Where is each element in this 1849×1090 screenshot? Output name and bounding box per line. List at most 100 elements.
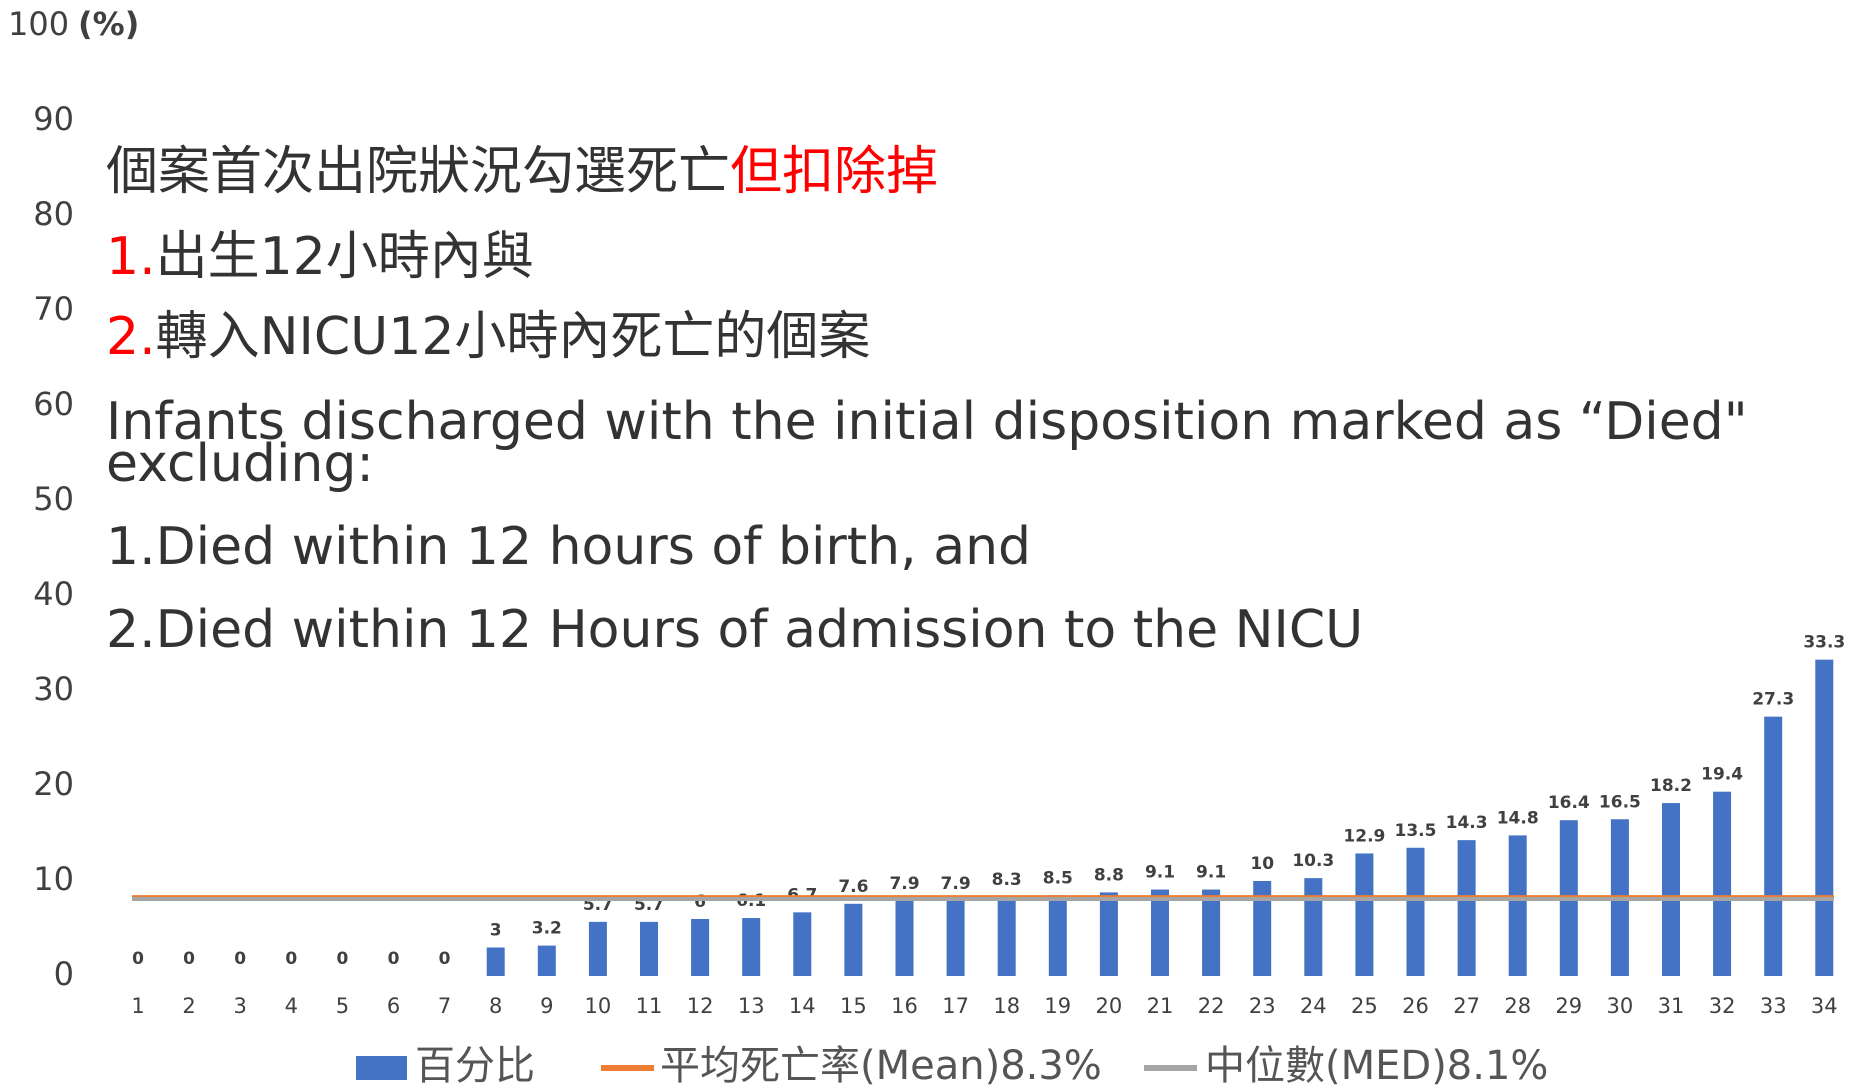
x-tick-label: 33 [1760, 994, 1787, 1018]
data-label: 16.5 [1599, 792, 1641, 812]
bar [1151, 889, 1169, 976]
annotation-segment: Infants discharged with the initial disp… [106, 392, 1748, 452]
bar [1253, 881, 1272, 976]
y-tick-label: 0 [54, 955, 74, 993]
annotation: excluding: [106, 434, 374, 494]
bar [1355, 853, 1374, 976]
x-tick-label: 4 [285, 994, 298, 1018]
x-tick-label: 22 [1198, 994, 1225, 1018]
data-label: 9.1 [1196, 863, 1226, 883]
x-tick-label: 8 [489, 994, 502, 1018]
data-label: 12.9 [1343, 826, 1385, 846]
y-tick-label: 50 [33, 480, 74, 518]
data-label: 0 [183, 949, 195, 969]
x-tick-label: 12 [687, 994, 714, 1018]
annotation-segment: excluding: [106, 434, 374, 494]
data-label: 6 [694, 892, 706, 912]
x-tick-label: 20 [1096, 994, 1123, 1018]
data-label: 8.8 [1094, 865, 1124, 885]
annotation: 個案首次出院狀況勾選死亡但扣除掉 [106, 142, 938, 202]
y-tick-label: 10 [33, 860, 74, 898]
x-tick-label: 26 [1402, 994, 1429, 1018]
data-label: 14.3 [1446, 813, 1488, 833]
bar [1508, 835, 1527, 976]
annotation-segment: 轉入NICU12小時內死亡的個案 [156, 307, 871, 367]
annotation: 1.出生12小時內與 [106, 227, 534, 287]
x-tick-label: 34 [1811, 994, 1838, 1018]
annotation-segment: 1.Died within 12 hours of birth, and [106, 517, 1031, 577]
data-label: 10.3 [1292, 851, 1334, 871]
bar [1406, 847, 1425, 976]
y-axis-label: (%) [78, 5, 139, 43]
data-label: 0 [132, 949, 144, 969]
bar [1662, 803, 1680, 976]
x-tick-label: 13 [738, 994, 765, 1018]
x-tick-label: 11 [636, 994, 663, 1018]
bar [895, 900, 914, 976]
x-tick-label: 24 [1300, 994, 1327, 1018]
legend-swatch [356, 1056, 407, 1080]
bar [742, 918, 761, 976]
bar [1202, 889, 1221, 976]
x-tick-label: 29 [1555, 994, 1582, 1018]
x-tick-label: 6 [387, 994, 400, 1018]
data-label: 33.3 [1803, 633, 1845, 653]
x-tick-label: 3 [234, 994, 247, 1018]
bar [537, 945, 556, 976]
data-label: 14.8 [1497, 808, 1539, 828]
y-tick-label: 20 [33, 765, 74, 803]
x-tick-label: 16 [891, 994, 918, 1018]
data-label: 7.9 [941, 874, 971, 894]
bar [1099, 892, 1118, 976]
y-tick-label: 90 [33, 100, 74, 138]
data-label: 7.6 [838, 877, 868, 897]
annotation: 2.Died within 12 Hours of admission to t… [106, 600, 1363, 660]
bar [946, 900, 965, 976]
bar [793, 912, 812, 976]
x-tick-label: 10 [585, 994, 612, 1018]
annotation: 1.Died within 12 hours of birth, and [106, 517, 1031, 577]
data-label: 9.1 [1145, 863, 1175, 883]
annotation-segment: 個案首次出院狀況勾選死亡 [106, 142, 730, 202]
bar [486, 947, 505, 976]
x-tick-label: 19 [1044, 994, 1071, 1018]
x-tick-label: 32 [1709, 994, 1736, 1018]
bar [588, 921, 607, 976]
data-label: 0 [285, 949, 297, 969]
annotation-segment: 出生12小時內與 [156, 227, 534, 287]
data-label: 8.3 [992, 870, 1022, 890]
bar [691, 919, 710, 976]
bar [1304, 878, 1323, 976]
bar [1457, 840, 1476, 976]
data-label: 10 [1250, 854, 1274, 874]
annotation: Infants discharged with the initial disp… [106, 392, 1748, 452]
legend-label: 中位數(MED)8.1% [1205, 1043, 1548, 1089]
annotation-segment: 但扣除掉 [730, 142, 938, 202]
data-label: 0 [336, 949, 348, 969]
legend-label: 百分比 [415, 1043, 535, 1089]
bar [1048, 895, 1067, 976]
data-label: 3.2 [532, 919, 562, 939]
legend-label: 平均死亡率(Mean)8.3% [660, 1043, 1102, 1089]
y-tick-label: 100 [8, 5, 69, 43]
x-tick-label: 18 [993, 994, 1020, 1018]
bar [1815, 659, 1834, 976]
x-tick-label: 1 [131, 994, 144, 1018]
x-tick-label: 2 [182, 994, 195, 1018]
annotation-segment: 2.Died within 12 Hours of admission to t… [106, 600, 1363, 660]
data-label: 19.4 [1701, 765, 1743, 785]
x-tick-label: 21 [1147, 994, 1174, 1018]
data-label: 16.4 [1548, 793, 1590, 813]
y-tick-label: 30 [33, 670, 74, 708]
data-label: 3 [490, 921, 502, 941]
data-label: 7.9 [889, 874, 919, 894]
x-tick-label: 30 [1607, 994, 1634, 1018]
x-tick-label: 15 [840, 994, 867, 1018]
data-label: 18.2 [1650, 776, 1692, 796]
x-tick-label: 25 [1351, 994, 1378, 1018]
y-tick-label: 70 [33, 290, 74, 328]
data-label: 0 [439, 949, 451, 969]
data-label: 27.3 [1752, 690, 1794, 710]
y-tick-label: 40 [33, 575, 74, 613]
